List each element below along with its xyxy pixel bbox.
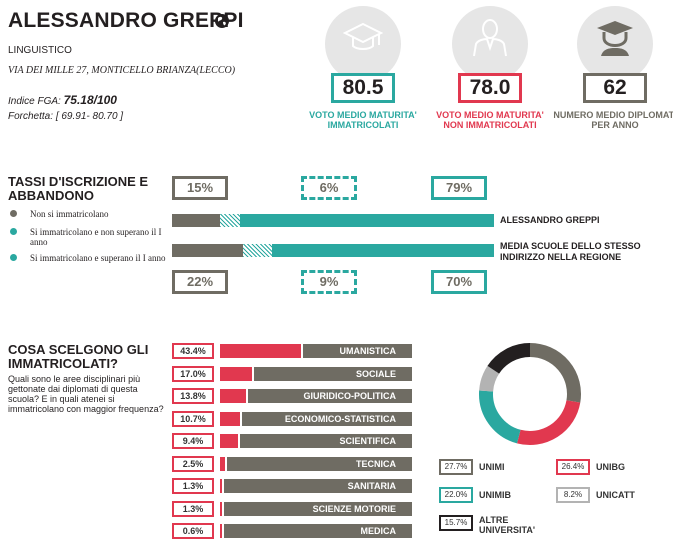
region-dropout-pct: 9%: [301, 270, 357, 294]
donut-slice-unibg: [517, 399, 581, 445]
area-name: TECNICA: [226, 456, 412, 471]
bar-dropout: [242, 244, 272, 257]
area-percent: 2.5%: [172, 455, 214, 472]
school-enrollment-bar: [172, 214, 494, 227]
university-name: UNICATT: [596, 490, 635, 500]
bar-not-enrolled: [172, 244, 243, 257]
choices-title: COSA SCELGONO GLI IMMATRICOLATI?: [8, 342, 149, 371]
donut-slice-altreuniversita: [487, 343, 531, 374]
university-name: ALTRE UNIVERSITA': [479, 515, 535, 535]
legend-text: Non si immatricolano: [30, 209, 109, 219]
bar-dropout: [220, 214, 240, 227]
area-name: UMANISTICA: [303, 344, 412, 358]
donut-slice-unimi: [529, 343, 581, 403]
person-icon: [473, 19, 507, 57]
area-bar: [220, 411, 240, 426]
area-name: SCIENTIFICA: [239, 434, 412, 448]
university-name: UNIBG: [596, 462, 625, 472]
area-row: 43.4% UMANISTICA: [172, 343, 412, 359]
area-percent: 1.3%: [172, 500, 214, 517]
legend-text: Si immatricolano e superano il I anno: [30, 253, 166, 263]
school-bar-label: ALESSANDRO GREPPI: [500, 215, 600, 225]
bar-passed: [271, 244, 494, 257]
area-bar: [220, 434, 238, 448]
school-name: ALESSANDRO GREPPI: [8, 9, 244, 32]
kpi-icon-circle: [577, 6, 653, 82]
area-row: 1.3% SCIENZE MOTORIE: [172, 500, 412, 517]
area-name: SANITARIA: [224, 479, 412, 493]
university-percent: 27.7%: [439, 459, 473, 475]
area-percent: 43.4%: [172, 343, 214, 359]
area-row: 2.5% TECNICA: [172, 455, 412, 472]
university-percent: 8.2%: [556, 487, 590, 503]
university-name: UNIMI: [479, 462, 505, 472]
school-dropout-pct: 6%: [301, 176, 357, 200]
area-percent: 10.7%: [172, 410, 214, 427]
legend-dot: [10, 228, 17, 235]
range-value: [ 69.91- 80.70 ]: [55, 111, 124, 122]
graduate-icon: [597, 21, 633, 56]
fga-value: 75.18/100: [63, 93, 117, 107]
kpi-value: 78.0: [458, 73, 522, 103]
bar-not-enrolled: [172, 214, 221, 227]
area-bar: [220, 389, 246, 403]
legend-text: Si immatricolano e non superano il I ann…: [30, 227, 162, 247]
choices-question: Quali sono le aree disciplinari più gett…: [8, 374, 164, 414]
school-not-enrolled-pct: 15%: [172, 176, 228, 200]
universities-donut: [479, 343, 581, 445]
area-row: 10.7% ECONOMICO-STATISTICA: [172, 410, 412, 427]
area-name: ECONOMICO-STATISTICA: [241, 411, 412, 426]
kpi-value: 80.5: [331, 73, 395, 103]
graduation-cap-icon: [343, 22, 383, 50]
enrollment-title: TASSI D'ISCRIZIONE E ABBANDONO: [8, 174, 149, 203]
range-label: Forchetta:: [8, 111, 54, 122]
area-name: SOCIALE: [253, 366, 412, 381]
kpi-value: 62: [583, 73, 647, 103]
fga-label: Indice FGA:: [8, 96, 61, 107]
area-row: 1.3% SANITARIA: [172, 478, 412, 494]
area-percent: 9.4%: [172, 433, 214, 449]
kpi-label: NUMERO MEDIO DIPLOMATI PER ANNO: [553, 110, 673, 130]
fga-index: Indice FGA: 75.18/100: [8, 93, 117, 107]
area-bar: [220, 479, 223, 493]
area-row: 0.6% MEDICA: [172, 523, 412, 539]
donut-slice-unimib: [479, 390, 521, 444]
region-bar-label: MEDIA SCUOLE DELLO STESSO INDIRIZZO NELL…: [500, 241, 641, 262]
globe-icon[interactable]: [214, 13, 230, 29]
area-name: SCIENZE MOTORIE: [224, 501, 412, 516]
area-bar: [220, 524, 222, 538]
university-name: UNIMIB: [479, 490, 511, 500]
area-bar: [220, 366, 252, 381]
area-name: GIURIDICO-POLITICA: [247, 389, 412, 403]
region-not-enrolled-pct: 22%: [172, 270, 228, 294]
area-percent: 0.6%: [172, 523, 214, 539]
area-bar: [220, 344, 301, 358]
legend-dot: [10, 254, 17, 261]
area-percent: 17.0%: [172, 365, 214, 382]
school-type: LINGUISTICO: [8, 45, 72, 56]
bar-passed: [239, 214, 494, 227]
university-percent: 26.4%: [556, 459, 590, 475]
area-bar: [220, 501, 223, 516]
legend-dot: [10, 210, 17, 217]
fga-range: Forchetta: [ 69.91- 80.70 ]: [8, 111, 123, 122]
kpi-icon-circle: [325, 6, 401, 82]
area-row: 9.4% SCIENTIFICA: [172, 433, 412, 449]
kpi-label: VOTO MEDIO MATURITA' IMMATRICOLATI: [309, 110, 417, 130]
area-row: 17.0% SOCIALE: [172, 365, 412, 382]
region-enrollment-bar: [172, 244, 494, 257]
school-address: VIA DEI MILLE 27, MONTICELLO BRIANZA(LEC…: [8, 65, 236, 76]
university-percent: 15.7%: [439, 515, 473, 531]
donut-slice-unicatt: [479, 365, 500, 392]
school-passed-pct: 79%: [431, 176, 487, 200]
area-bar: [220, 456, 225, 471]
area-row: 13.8% GIURIDICO-POLITICA: [172, 388, 412, 404]
region-passed-pct: 70%: [431, 270, 487, 294]
kpi-icon-circle: [452, 6, 528, 82]
area-percent: 1.3%: [172, 478, 214, 494]
area-name: MEDICA: [224, 524, 412, 538]
area-percent: 13.8%: [172, 388, 214, 404]
kpi-label: VOTO MEDIO MATURITA' NON IMMATRICOLATI: [436, 110, 544, 130]
university-percent: 22.0%: [439, 487, 473, 503]
